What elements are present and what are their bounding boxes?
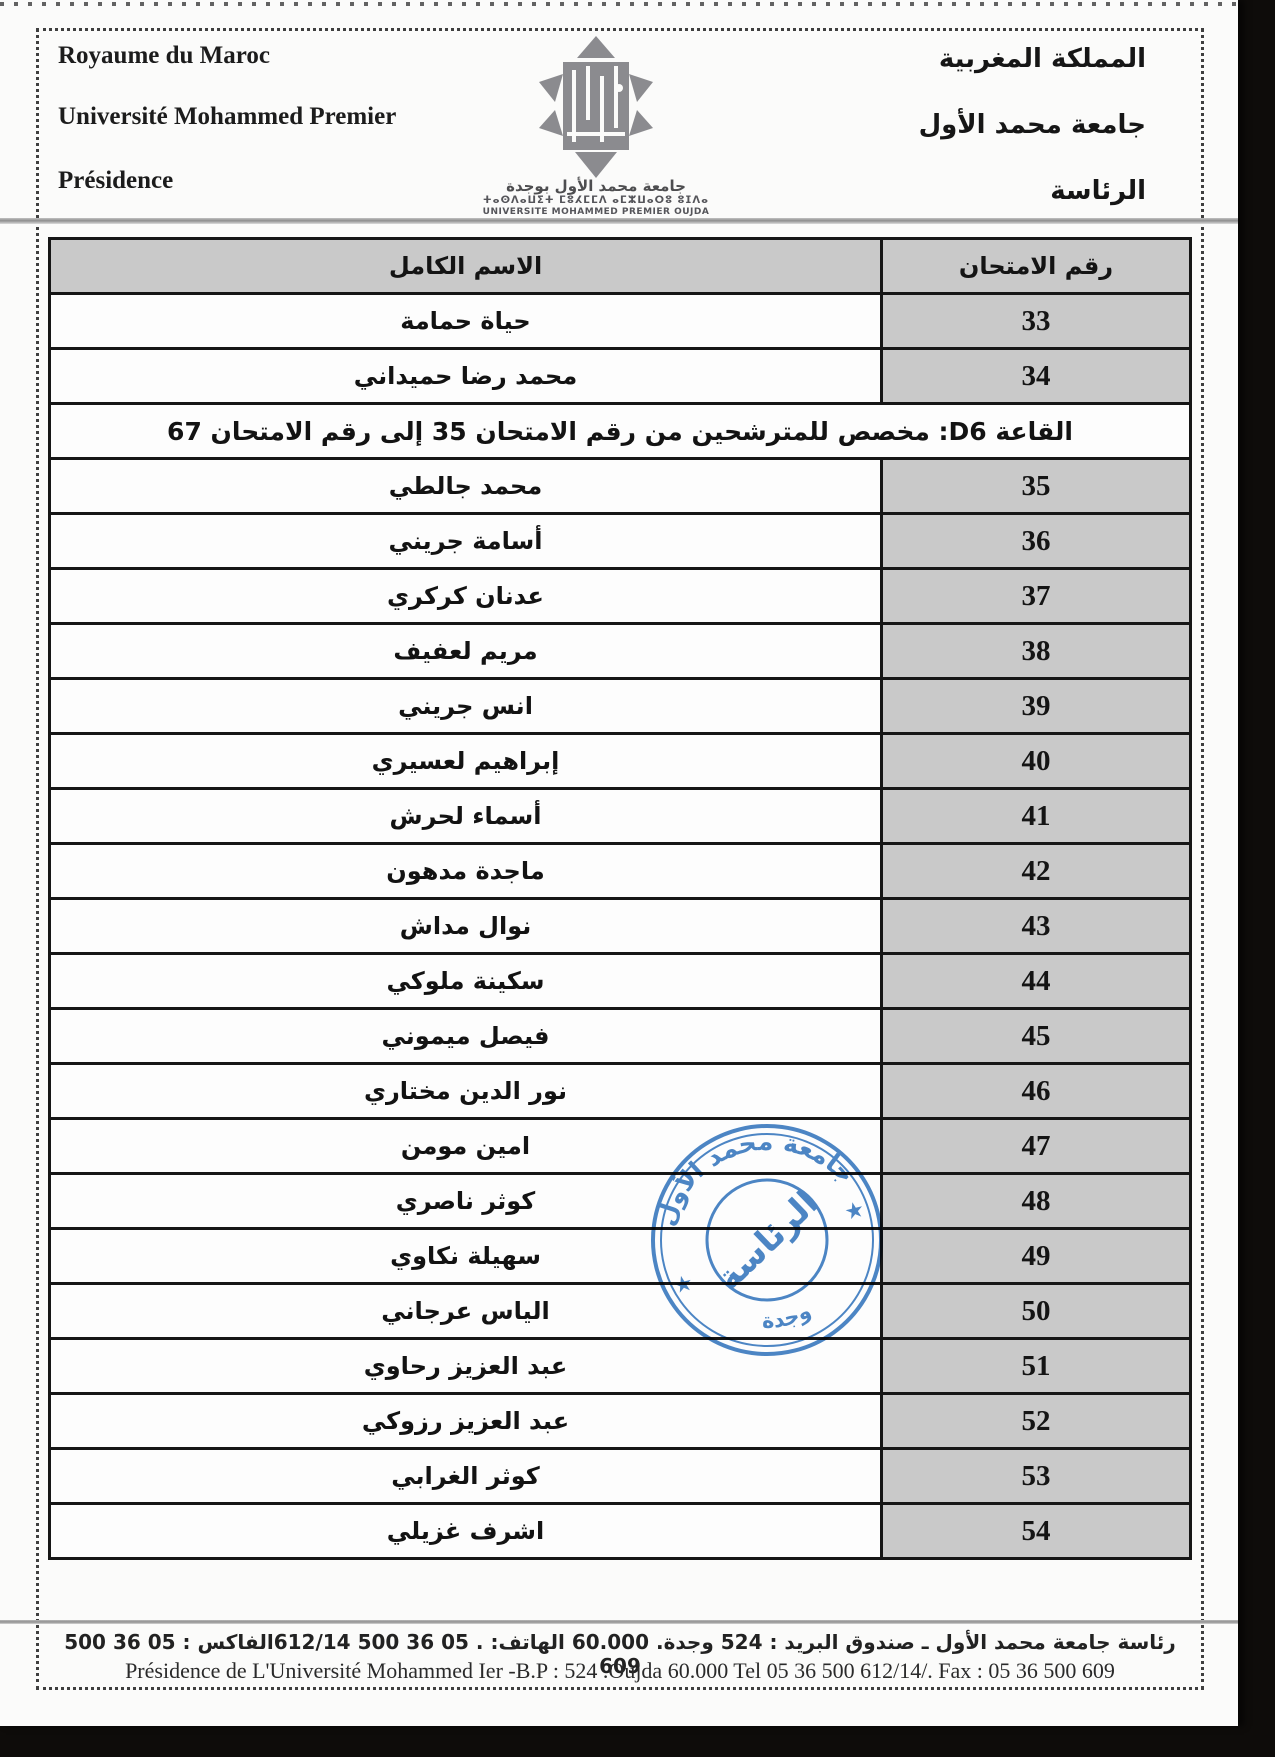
exam-number-cell: 44	[880, 952, 1192, 1010]
table-row: 34 محمد رضا حميداني	[48, 347, 1192, 405]
table-row: 41 أسماء لحرش	[48, 787, 1192, 845]
logo-caption-arabic: جامعة محمد الأول بوجدة	[506, 177, 686, 195]
table-row: 33 حياة حمامة	[48, 292, 1192, 350]
dotted-page-frame	[36, 28, 1204, 1690]
table-row: 38 مريم لعفيف	[48, 622, 1192, 680]
exam-candidates-table: رقم الامتحان الاسم الكامل 33 حياة حمامة …	[48, 237, 1192, 1560]
exam-number-cell: 48	[880, 1172, 1192, 1230]
exam-number-cell: 35	[880, 457, 1192, 515]
table-row: 40 إبراهيم لعسيري	[48, 732, 1192, 790]
full-name-cell: محمد جالطي	[48, 457, 883, 515]
exam-number-cell: 41	[880, 787, 1192, 845]
full-name-cell: عبد العزيز رحاوي	[48, 1337, 883, 1395]
exam-number-cell: 34	[880, 347, 1192, 405]
table-row: 46 نور الدين مختاري	[48, 1062, 1192, 1120]
room-note-row: القاعة D6: مخصص للمترشحين من رقم الامتحا…	[48, 402, 1192, 460]
full-name-cell: أسماء لحرش	[48, 787, 883, 845]
footer-french-contact: Présidence de L'Université Mohammed Ier …	[125, 1658, 1115, 1683]
table-row: 44 سكينة ملوكي	[48, 952, 1192, 1010]
table-header-row: رقم الامتحان الاسم الكامل	[48, 237, 1192, 295]
full-name-cell: كوثر الغرابي	[48, 1447, 883, 1505]
table-row: 42 ماجدة مدهون	[48, 842, 1192, 900]
full-name-cell: محمد رضا حميداني	[48, 347, 883, 405]
exam-number-cell: 49	[880, 1227, 1192, 1285]
perforation-dots	[0, 2, 1238, 6]
table-row: 35 محمد جالطي	[48, 457, 1192, 515]
header-french-kingdom: Royaume du Maroc	[58, 42, 271, 69]
full-name-cell: كوثر ناصري	[48, 1172, 883, 1230]
document-page: Royaume du Maroc Université Mohammed Pre…	[0, 0, 1238, 1726]
logo-caption-latin: UNIVERSITE MOHAMMED PREMIER OUJDA	[482, 207, 710, 217]
table-row: 43 نوال مداش	[48, 897, 1192, 955]
column-header-full-name: الاسم الكامل	[48, 237, 883, 295]
footer-arabic-contact: رئاسة جامعة محمد الأول ـ صندوق البريد : …	[64, 1630, 1176, 1678]
full-name-cell: نوال مداش	[48, 897, 883, 955]
table-row: 48 كوثر ناصري	[48, 1172, 1192, 1230]
table-row: 52 عبد العزيز رزوكي	[48, 1392, 1192, 1450]
header-arabic-university: جامعة محمد الأول	[918, 110, 1146, 140]
full-name-cell: اشرف غزيلي	[48, 1502, 883, 1560]
full-name-cell: نور الدين مختاري	[48, 1062, 883, 1120]
table-row: 36 أسامة جريني	[48, 512, 1192, 570]
university-emblem-icon	[539, 36, 653, 178]
table-row: 51 عبد العزيز رحاوي	[48, 1337, 1192, 1395]
header-french-university: Université Mohammed Premier	[58, 103, 397, 130]
exam-number-cell: 45	[880, 1007, 1192, 1065]
table-row: 50 الياس عرجاني	[48, 1282, 1192, 1340]
exam-number-cell: 51	[880, 1337, 1192, 1395]
exam-number-cell: 40	[880, 732, 1192, 790]
table-row: 39 انس جريني	[48, 677, 1192, 735]
header-arabic-kingdom: المملكة المغربية	[938, 44, 1146, 74]
full-name-cell: ماجدة مدهون	[48, 842, 883, 900]
header-french-presidency: Présidence	[58, 167, 174, 194]
column-header-exam-number: رقم الامتحان	[880, 237, 1192, 295]
full-name-cell: امين مومن	[48, 1117, 883, 1175]
table-row: 54 اشرف غزيلي	[48, 1502, 1192, 1560]
full-name-cell: عبد العزيز رزوكي	[48, 1392, 883, 1450]
table-row: 45 فيصل ميموني	[48, 1007, 1192, 1065]
table-row: 37 عدنان كركري	[48, 567, 1192, 625]
exam-number-cell: 53	[880, 1447, 1192, 1505]
full-name-cell: مريم لعفيف	[48, 622, 883, 680]
table-row: 47 امين مومن	[48, 1117, 1192, 1175]
full-name-cell: عدنان كركري	[48, 567, 883, 625]
exam-number-cell: 54	[880, 1502, 1192, 1560]
full-name-cell: إبراهيم لعسيري	[48, 732, 883, 790]
full-name-cell: سهيلة نكاوي	[48, 1227, 883, 1285]
university-logo: جامعة محمد الأول بوجدة ⵜⴰⵙⴷⴰⵡⵉⵜ ⵎⵓⵃⵎⵎⴷ ⴰ…	[476, 36, 716, 218]
exam-number-cell: 37	[880, 567, 1192, 625]
exam-number-cell: 33	[880, 292, 1192, 350]
table-row: 49 سهيلة نكاوي	[48, 1227, 1192, 1285]
full-name-cell: سكينة ملوكي	[48, 952, 883, 1010]
logo-caption-tifinagh: ⵜⴰⵙⴷⴰⵡⵉⵜ ⵎⵓⵃⵎⵎⴷ ⴰⵎⵣⵡⴰⵔⵓ ⵓⵊⴷⴰ	[482, 195, 710, 206]
exam-number-cell: 50	[880, 1282, 1192, 1340]
full-name-cell: أسامة جريني	[48, 512, 883, 570]
room-assignment-note: القاعة D6: مخصص للمترشحين من رقم الامتحا…	[48, 402, 1192, 460]
header-arabic-presidency: الرئاسة	[1050, 176, 1146, 206]
exam-number-cell: 39	[880, 677, 1192, 735]
table-row: 53 كوثر الغرابي	[48, 1447, 1192, 1505]
header-separator-line	[0, 218, 1238, 224]
exam-number-cell: 43	[880, 897, 1192, 955]
exam-number-cell: 47	[880, 1117, 1192, 1175]
exam-number-cell: 52	[880, 1392, 1192, 1450]
full-name-cell: حياة حمامة	[48, 292, 883, 350]
full-name-cell: انس جريني	[48, 677, 883, 735]
exam-number-cell: 38	[880, 622, 1192, 680]
exam-number-cell: 36	[880, 512, 1192, 570]
full-name-cell: الياس عرجاني	[48, 1282, 883, 1340]
footer-separator-line	[0, 1620, 1238, 1624]
full-name-cell: فيصل ميموني	[48, 1007, 883, 1065]
exam-number-cell: 46	[880, 1062, 1192, 1120]
exam-number-cell: 42	[880, 842, 1192, 900]
